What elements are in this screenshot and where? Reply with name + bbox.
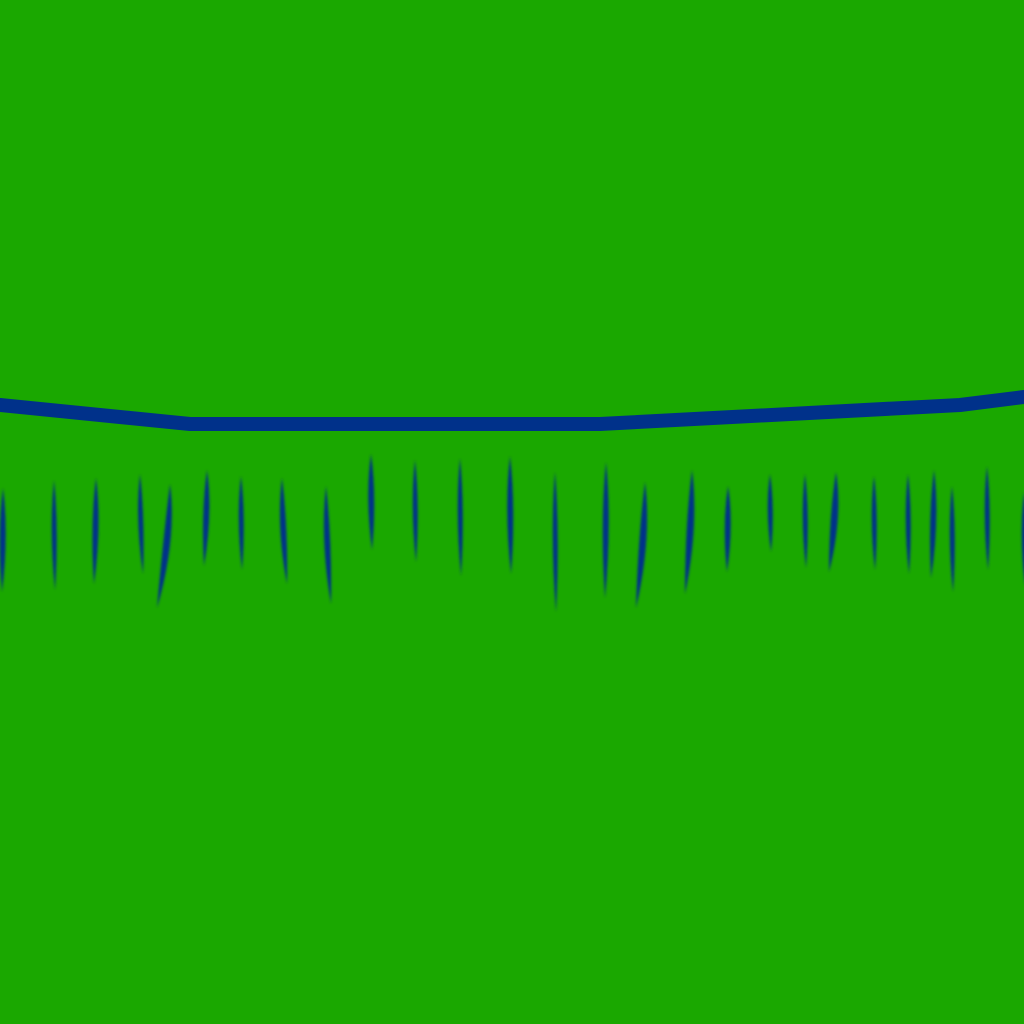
grass-blade-mark xyxy=(507,456,514,574)
grass-blade-group xyxy=(0,454,1024,612)
grass-blade-mark xyxy=(238,476,244,570)
grass-blade-mark xyxy=(636,482,648,608)
grass-blade-mark xyxy=(51,480,57,590)
grass-blade-mark xyxy=(457,458,463,576)
grass-blade-mark xyxy=(203,470,210,566)
horizon-line xyxy=(0,390,1024,431)
grass-blade-mark xyxy=(949,486,955,592)
grass-blade-mark xyxy=(871,476,877,570)
grass-blade-mark xyxy=(157,484,172,608)
grass-blade-mark xyxy=(984,466,990,570)
grass-blade-mark xyxy=(0,488,6,592)
grass-blade-mark xyxy=(279,478,288,584)
grass-blade-mark xyxy=(724,486,731,572)
grass-blade-mark xyxy=(552,472,558,612)
grass-blade-mark xyxy=(767,474,773,552)
grass-blade-mark xyxy=(323,486,332,604)
grass-blade-mark xyxy=(368,454,375,550)
grass-blade-mark xyxy=(1021,492,1024,577)
grass-blade-mark xyxy=(802,474,808,568)
grass-blade-mark xyxy=(602,462,609,598)
grass-blade-mark xyxy=(685,470,695,594)
grass-blade-mark xyxy=(138,474,144,574)
grass-blade-mark xyxy=(829,472,839,572)
grass-blade-mark xyxy=(412,460,418,562)
grass-blade-mark xyxy=(905,474,911,574)
grass-blade-mark xyxy=(92,478,99,584)
grass-blade-mark xyxy=(930,470,937,578)
